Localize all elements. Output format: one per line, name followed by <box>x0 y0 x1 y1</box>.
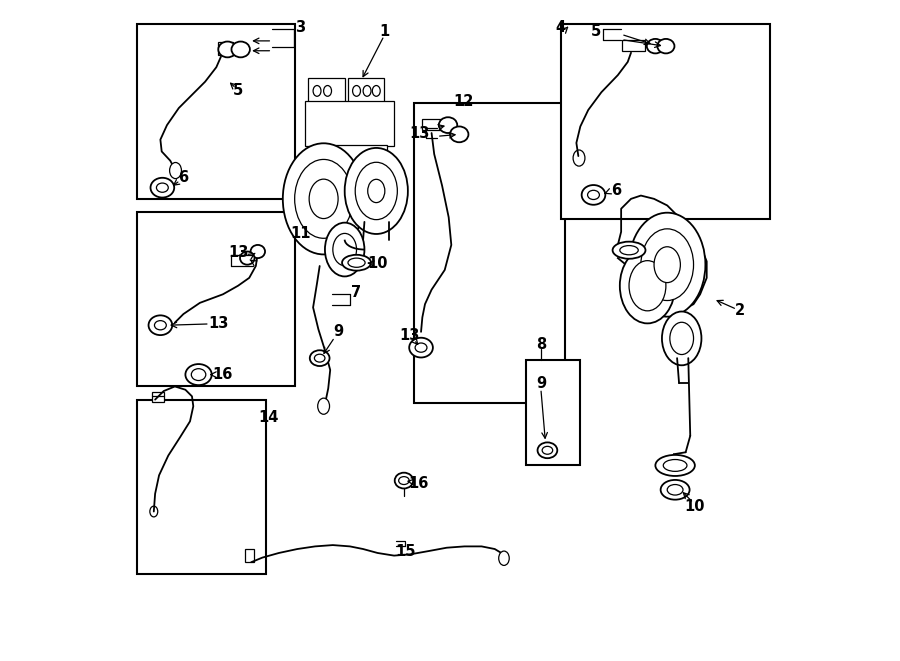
Ellipse shape <box>395 473 413 488</box>
Text: 14: 14 <box>259 410 279 425</box>
Text: 8: 8 <box>536 338 546 352</box>
Text: 6: 6 <box>611 184 621 198</box>
Ellipse shape <box>155 321 166 330</box>
Ellipse shape <box>342 254 371 270</box>
Ellipse shape <box>647 39 664 54</box>
Text: 6: 6 <box>178 170 188 184</box>
Ellipse shape <box>620 248 675 323</box>
Ellipse shape <box>450 126 468 142</box>
Text: 5: 5 <box>591 24 601 38</box>
Ellipse shape <box>314 354 325 362</box>
Ellipse shape <box>373 85 380 97</box>
Ellipse shape <box>641 229 694 301</box>
Ellipse shape <box>661 480 689 500</box>
Ellipse shape <box>368 179 385 203</box>
Ellipse shape <box>240 252 255 264</box>
Ellipse shape <box>537 442 557 458</box>
Ellipse shape <box>629 260 666 311</box>
Ellipse shape <box>231 42 250 58</box>
Text: 16: 16 <box>409 476 428 490</box>
Ellipse shape <box>219 42 237 58</box>
Ellipse shape <box>499 551 509 565</box>
Bar <box>138 212 295 387</box>
Ellipse shape <box>309 179 338 219</box>
Ellipse shape <box>410 338 433 358</box>
Ellipse shape <box>150 506 158 517</box>
Ellipse shape <box>345 148 408 234</box>
Bar <box>414 103 565 403</box>
Ellipse shape <box>629 213 706 317</box>
Ellipse shape <box>294 159 353 238</box>
Ellipse shape <box>157 183 168 192</box>
Ellipse shape <box>250 245 265 258</box>
Bar <box>152 392 164 402</box>
Text: 9: 9 <box>536 375 546 391</box>
Ellipse shape <box>148 315 172 335</box>
Text: 15: 15 <box>395 543 416 559</box>
Ellipse shape <box>399 477 410 485</box>
Ellipse shape <box>348 258 365 267</box>
Ellipse shape <box>310 350 329 366</box>
Text: 11: 11 <box>291 225 310 241</box>
Text: 3: 3 <box>295 20 306 35</box>
Ellipse shape <box>439 117 457 133</box>
Bar <box>623 40 645 52</box>
Text: 9: 9 <box>333 325 343 339</box>
Bar <box>305 101 394 146</box>
Ellipse shape <box>542 446 553 454</box>
Ellipse shape <box>662 311 701 366</box>
Text: 12: 12 <box>453 94 473 109</box>
Bar <box>138 24 295 199</box>
Ellipse shape <box>613 242 645 258</box>
Bar <box>348 79 384 103</box>
Ellipse shape <box>573 150 585 166</box>
Bar <box>422 119 441 130</box>
Text: 10: 10 <box>367 256 388 271</box>
Ellipse shape <box>657 39 674 54</box>
Bar <box>219 42 233 56</box>
Ellipse shape <box>620 246 638 254</box>
Bar <box>561 24 770 219</box>
Ellipse shape <box>283 143 365 254</box>
Ellipse shape <box>663 459 687 471</box>
Text: 13: 13 <box>399 328 419 342</box>
Text: 13: 13 <box>208 317 229 331</box>
Bar <box>245 549 254 563</box>
Ellipse shape <box>325 223 364 276</box>
Ellipse shape <box>654 247 680 283</box>
Ellipse shape <box>318 398 329 414</box>
Ellipse shape <box>185 364 211 385</box>
Ellipse shape <box>415 343 427 352</box>
Ellipse shape <box>667 485 683 495</box>
Text: 10: 10 <box>685 500 705 514</box>
Text: 1: 1 <box>379 24 390 38</box>
Ellipse shape <box>588 190 599 200</box>
Ellipse shape <box>192 369 206 381</box>
Bar <box>138 400 266 574</box>
Text: 5: 5 <box>233 83 243 98</box>
Ellipse shape <box>150 178 175 198</box>
Text: 13: 13 <box>410 126 430 141</box>
Bar <box>313 145 387 174</box>
Text: 4: 4 <box>555 20 565 35</box>
Ellipse shape <box>333 233 356 266</box>
Ellipse shape <box>356 163 397 219</box>
Bar <box>309 79 345 103</box>
Bar <box>526 360 580 465</box>
Ellipse shape <box>169 163 182 178</box>
Ellipse shape <box>670 323 694 354</box>
Ellipse shape <box>313 85 321 97</box>
Ellipse shape <box>353 85 361 97</box>
Ellipse shape <box>363 85 371 97</box>
Text: 13: 13 <box>228 245 248 260</box>
Ellipse shape <box>581 185 606 205</box>
Text: 16: 16 <box>212 367 233 382</box>
Ellipse shape <box>655 455 695 476</box>
Text: 2: 2 <box>734 303 744 318</box>
Ellipse shape <box>324 85 331 97</box>
Text: 7: 7 <box>352 285 362 300</box>
